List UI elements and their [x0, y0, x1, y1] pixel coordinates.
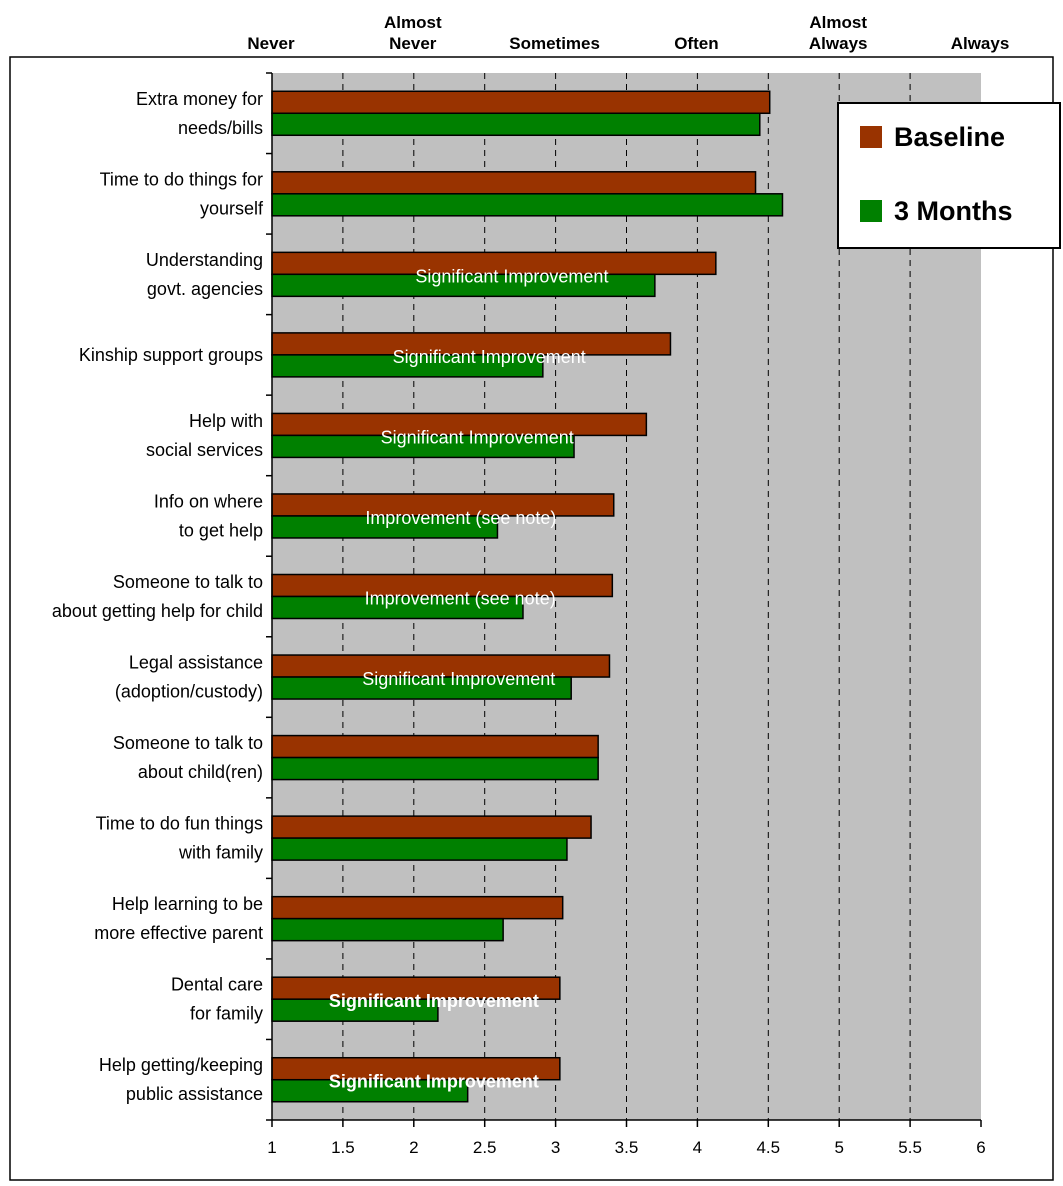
- bar-3-months: [271, 112, 761, 137]
- x-tick-label: 2: [409, 1138, 418, 1157]
- bar-3-months: [271, 193, 784, 217]
- legend-entry-label: 3 Months: [894, 196, 1013, 226]
- annotation-label: Significant Improvement: [393, 347, 586, 367]
- annotation-label: Significant Improvement: [415, 266, 608, 286]
- bar-3-months: [271, 756, 599, 781]
- scale-label: Almost Always: [809, 13, 868, 53]
- x-tick-label: 5: [834, 1138, 843, 1157]
- x-tick-label: 2.5: [473, 1138, 497, 1157]
- x-tick-label: 3: [551, 1138, 560, 1157]
- scale-label: Almost Never: [384, 13, 442, 53]
- legend-swatch: [860, 126, 882, 148]
- bar-baseline: [271, 815, 592, 839]
- bar-baseline: [271, 895, 564, 920]
- x-tick-labels: 1 1.5 2 2.5 3 3.5 4 4.5 5 5.5 6: [267, 1138, 985, 1157]
- x-tick-label: 4: [693, 1138, 702, 1157]
- annotation-label: Significant Improvement: [329, 991, 539, 1011]
- category-label: Help with social services: [146, 411, 263, 460]
- category-label: Help getting/keeping public assistance: [99, 1055, 263, 1104]
- category-label: Legal assistance (adoption/custody): [115, 653, 263, 702]
- bar-baseline: [271, 90, 771, 115]
- legend: Baseline 3 Months: [837, 102, 1061, 249]
- bars: [271, 90, 784, 1103]
- scale-labels: Never Almost Never Sometimes Often Almost Alwa…: [247, 13, 1009, 53]
- annotation-label: Improvement (see note): [365, 508, 556, 528]
- category-label: Kinship support groups: [79, 345, 263, 365]
- annotations: Significant Improvement Significant Impro…: [329, 266, 609, 1091]
- legend-swatch: [860, 200, 882, 222]
- bar-baseline: [271, 734, 599, 759]
- scale-label: Often: [674, 34, 718, 53]
- bar-3-months: [271, 837, 568, 861]
- annotation-label: Significant Improvement: [362, 669, 555, 689]
- category-label: Understanding govt. agencies: [146, 250, 263, 299]
- bar-baseline: [271, 171, 757, 195]
- x-tick-label: 6: [976, 1138, 985, 1157]
- x-tick-label: 5.5: [898, 1138, 922, 1157]
- scale-label: Never: [247, 34, 295, 53]
- category-label: Extra money for needs/bills: [136, 89, 263, 138]
- category-label: Time to do fun things with family: [96, 814, 263, 863]
- x-tick-label: 1: [267, 1138, 276, 1157]
- scale-label: Always: [951, 34, 1010, 53]
- legend-entry-label: Baseline: [894, 122, 1005, 152]
- axes: [266, 72, 982, 1127]
- category-label: Someone to talk to about getting help for…: [52, 572, 263, 621]
- category-label: Help learning to be more effective parent: [94, 894, 263, 943]
- annotation-label: Significant Improvement: [329, 1072, 539, 1092]
- category-label: Info on where to get help: [154, 491, 263, 540]
- x-tick-label: 4.5: [756, 1138, 780, 1157]
- category-labels: Extra money for needs/bills Time to do thi…: [52, 89, 264, 1104]
- scale-label: Sometimes: [509, 34, 600, 53]
- annotation-label: Significant Improvement: [381, 427, 574, 447]
- annotation-label: Improvement (see note): [365, 589, 556, 609]
- gridlines: [342, 73, 911, 1120]
- x-tick-label: 1.5: [331, 1138, 355, 1157]
- category-label: Time to do things for yourself: [100, 169, 264, 218]
- category-label: Dental care for family: [171, 975, 263, 1024]
- bar-3-months: [271, 917, 504, 942]
- x-tick-label: 3.5: [615, 1138, 639, 1157]
- category-label: Someone to talk to about child(ren): [113, 733, 263, 782]
